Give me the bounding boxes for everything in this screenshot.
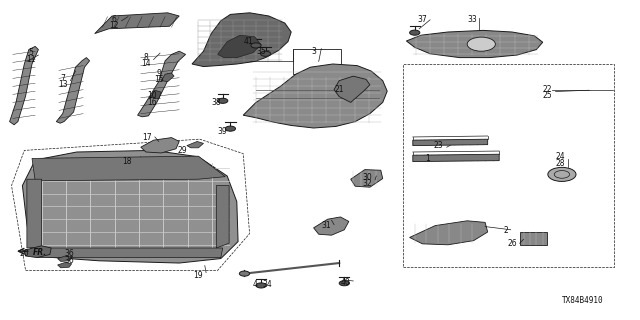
Text: 5: 5 — [28, 48, 33, 57]
Polygon shape — [351, 170, 383, 187]
Polygon shape — [95, 13, 179, 34]
Text: 19: 19 — [193, 271, 204, 280]
Polygon shape — [56, 58, 90, 123]
Text: 10: 10 — [147, 92, 157, 100]
Text: 39: 39 — [218, 127, 228, 136]
Circle shape — [225, 126, 236, 131]
Polygon shape — [218, 35, 261, 58]
Text: 38: 38 — [211, 98, 221, 107]
Text: 32: 32 — [362, 180, 372, 188]
Polygon shape — [22, 150, 238, 263]
Polygon shape — [243, 64, 387, 128]
Polygon shape — [192, 13, 291, 67]
Text: 8: 8 — [143, 53, 148, 62]
Polygon shape — [58, 256, 72, 261]
Polygon shape — [334, 76, 370, 102]
Polygon shape — [406, 30, 543, 58]
Polygon shape — [413, 154, 499, 162]
Text: 16: 16 — [147, 98, 157, 107]
Text: 11: 11 — [26, 55, 35, 64]
Text: 2: 2 — [503, 226, 508, 235]
Text: 40: 40 — [340, 278, 351, 287]
Text: 33: 33 — [467, 15, 477, 24]
Polygon shape — [141, 138, 179, 153]
Text: 37: 37 — [417, 15, 428, 24]
Text: 6: 6 — [111, 15, 116, 24]
Circle shape — [548, 167, 576, 181]
Circle shape — [218, 98, 228, 103]
Text: 20: 20 — [19, 249, 29, 258]
Circle shape — [239, 271, 250, 276]
Polygon shape — [10, 46, 38, 125]
Text: 12: 12 — [109, 21, 118, 30]
Polygon shape — [138, 51, 186, 117]
Text: FR.: FR. — [33, 248, 47, 257]
Text: 35: 35 — [256, 47, 266, 56]
Polygon shape — [187, 141, 204, 148]
Polygon shape — [410, 221, 488, 245]
Circle shape — [256, 283, 266, 288]
Text: 17: 17 — [142, 133, 152, 142]
Text: 28: 28 — [556, 159, 565, 168]
Text: 25: 25 — [542, 92, 552, 100]
Bar — [293, 49, 341, 74]
Text: 31: 31 — [321, 221, 332, 230]
Polygon shape — [24, 246, 51, 258]
Text: 13: 13 — [58, 80, 68, 89]
Text: 14: 14 — [141, 60, 151, 68]
Text: 24: 24 — [556, 152, 566, 161]
Text: 34: 34 — [262, 280, 273, 289]
Text: 23: 23 — [433, 141, 444, 150]
Text: 7: 7 — [60, 74, 65, 83]
Circle shape — [410, 30, 420, 35]
Text: 36: 36 — [64, 249, 74, 258]
Text: 18: 18 — [122, 157, 131, 166]
Text: 1: 1 — [425, 154, 430, 163]
Polygon shape — [150, 90, 161, 99]
Circle shape — [339, 281, 349, 286]
Polygon shape — [27, 179, 42, 248]
Text: 3: 3 — [311, 47, 316, 56]
Circle shape — [467, 37, 495, 51]
Polygon shape — [314, 217, 349, 235]
Polygon shape — [58, 262, 72, 268]
Circle shape — [260, 51, 271, 56]
Text: 41: 41 — [243, 37, 253, 46]
Polygon shape — [161, 73, 174, 82]
Text: 22: 22 — [543, 85, 552, 94]
Text: 30: 30 — [362, 173, 372, 182]
Polygon shape — [32, 156, 225, 181]
Text: 29: 29 — [177, 146, 188, 155]
Polygon shape — [216, 186, 229, 248]
Text: 9: 9 — [156, 69, 161, 78]
Text: 21: 21 — [335, 85, 344, 94]
Polygon shape — [37, 248, 223, 258]
Text: 4: 4 — [252, 280, 257, 289]
Text: 15: 15 — [154, 76, 164, 84]
Polygon shape — [413, 139, 488, 146]
Text: TX84B4910: TX84B4910 — [561, 296, 604, 305]
Polygon shape — [520, 232, 547, 245]
Text: 36: 36 — [64, 256, 74, 265]
Circle shape — [251, 43, 261, 48]
Text: 26: 26 — [507, 239, 517, 248]
